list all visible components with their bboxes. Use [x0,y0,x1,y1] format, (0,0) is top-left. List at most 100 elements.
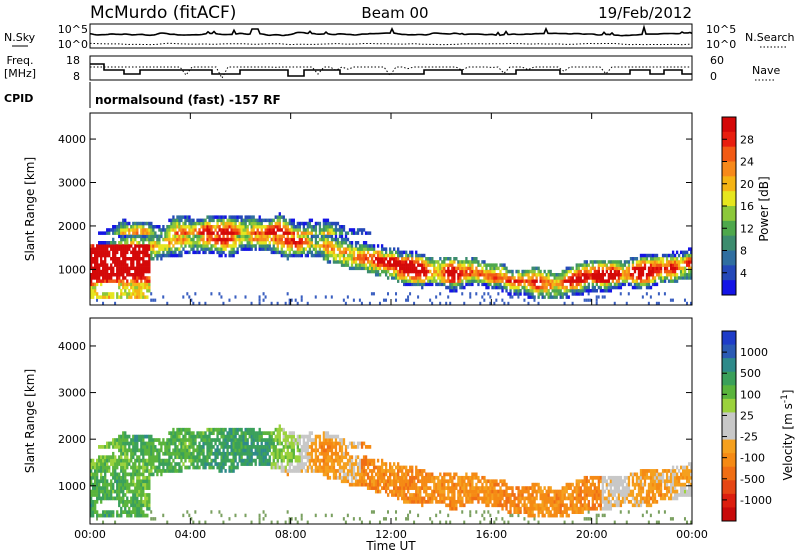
heatmap-cell [198,244,201,248]
heatmap-cell [469,276,472,280]
heatmap-cell [439,301,442,305]
heatmap-cell [605,263,609,267]
heatmap-cell [473,276,476,280]
heatmap-cell [142,499,145,504]
heatmap-cell [142,269,145,274]
heatmap-cell [144,479,147,484]
heatmap-cell [282,241,285,245]
heatmap-cell [186,427,189,432]
heatmap-cell [138,472,141,477]
heatmap-cell [342,438,346,442]
heatmap-cell [445,269,448,274]
heatmap-cell [386,510,389,514]
heatmap-cell [140,225,143,229]
heatmap-cell [395,493,398,497]
heatmap-cell [397,469,400,473]
heatmap-cell [326,253,330,258]
heatmap-cell [228,250,231,255]
heatmap-cell [146,282,149,287]
heatmap-cell [623,279,627,283]
heatmap-cell [102,266,105,271]
heatmap-cell [112,486,115,490]
heatmap-cell [136,469,139,473]
heatmap-cell [322,455,326,460]
heatmap-cell [290,228,293,232]
heatmap-cell [401,496,404,501]
heatmap-cell [102,244,105,248]
heatmap-cell [501,263,504,267]
heatmap-cell [132,475,135,480]
heatmap-cell [174,225,177,229]
heatmap-cell [228,218,231,223]
heatmap-cell [549,269,552,274]
heatmap-cell [475,266,478,271]
heatmap-cell [172,250,175,255]
heatmap-cell [178,431,181,436]
heatmap-cell [142,292,145,296]
heatmap-cell [144,441,147,446]
heatmap-cell [298,434,301,439]
heatmap-cell [663,253,667,258]
heatmap-cell [188,231,191,235]
heatmap-cell [198,445,201,449]
heatmap-cell [208,237,211,242]
heatmap-cell [134,469,137,473]
heatmap-cell [158,247,161,251]
heatmap-cell [366,247,370,251]
heatmap-cell [306,253,310,258]
heatmap-cell [172,469,175,473]
heatmap-cell [120,241,123,245]
heatmap-cell [220,247,223,251]
heatmap-cell [557,276,560,280]
heatmap-cell [110,462,113,466]
heatmap-cell [140,234,143,239]
heatmap-cell [364,469,368,473]
heatmap-cell [148,269,151,274]
heatmap-cell [202,221,205,226]
heatmap-cell [310,441,314,446]
heatmap-cell [170,462,173,466]
heatmap-cell [521,273,524,277]
heatmap-cell [391,276,394,280]
heatmap-cell [216,448,219,453]
heatmap-cell [294,441,297,446]
heatmap-cell [288,455,291,460]
heatmap-cell [669,298,672,302]
heatmap-cell [605,285,609,290]
heatmap-cell [380,263,384,267]
heatmap-cell [298,441,301,446]
heatmap-cell [324,244,328,248]
heatmap-cell [689,260,693,264]
heatmap-cell [288,298,291,302]
heatmap-cell [124,225,127,229]
heatmap-cell [683,269,687,274]
heatmap-cell [140,250,143,255]
heatmap-cell [641,273,645,277]
heatmap-cell [146,448,149,453]
heatmap-cell [637,269,641,274]
heatmap-cell [124,441,127,446]
heatmap-cell [459,475,462,480]
heatmap-cell [130,438,133,442]
heatmap-cell [350,241,354,245]
heatmap-cell [423,282,426,287]
heatmap-cell [256,434,259,439]
heatmap-cell [220,445,223,449]
heatmap-cell [443,260,446,264]
heatmap-cell [308,465,312,470]
heatmap-cell [675,263,679,267]
heatmap-cell [96,253,99,258]
heatmap-cell [136,266,139,271]
heatmap-cell [160,253,163,258]
heatmap-cell [272,234,275,239]
heatmap-cell [124,221,127,226]
heatmap-cell [320,231,324,235]
heatmap-cell [226,225,229,229]
heatmap-cell [308,221,312,226]
heatmap-cell [645,285,649,290]
heatmap-cell [388,266,392,271]
heatmap-cell [130,489,133,494]
heatmap-cell [310,458,314,463]
heatmap-cell [178,451,181,456]
heatmap-cell [98,247,101,251]
